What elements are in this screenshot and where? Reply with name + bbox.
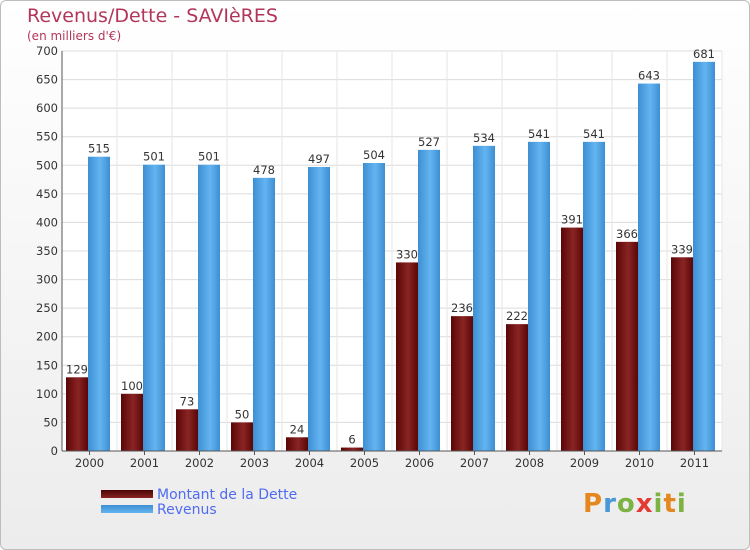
revenue-bar xyxy=(253,177,275,451)
x-tick-label: 2008 xyxy=(515,456,544,470)
debt-bar xyxy=(121,393,143,451)
logo-letter: t xyxy=(663,489,677,519)
revenue-value-label: 681 xyxy=(693,47,715,61)
debt-bar xyxy=(231,422,253,451)
revenue-bar xyxy=(638,83,660,452)
debt-bar xyxy=(396,262,418,451)
revenue-value-label: 497 xyxy=(308,152,330,166)
logo-letter: i xyxy=(653,489,664,519)
debt-value-label: 339 xyxy=(671,242,693,256)
revenue-value-label: 643 xyxy=(638,69,660,83)
revenue-value-label: 501 xyxy=(143,150,165,164)
y-tick-label: 600 xyxy=(36,101,58,115)
x-tick-label: 2004 xyxy=(295,456,324,470)
revenue-bar xyxy=(143,164,165,451)
chart-subtitle: (en milliers d'€) xyxy=(27,29,122,43)
logo-letter: x xyxy=(635,489,654,519)
legend-swatch-debt xyxy=(101,490,153,498)
x-tick-label: 2007 xyxy=(460,456,489,470)
x-tick-label: 2003 xyxy=(240,456,269,470)
debt-bar xyxy=(176,409,198,451)
logo-letter: r xyxy=(603,489,617,519)
revenue-bar xyxy=(583,141,605,451)
chart-title: Revenus/Dette - SAVIèRES xyxy=(27,5,278,27)
x-tick-label: 2002 xyxy=(185,456,214,470)
revenue-bar xyxy=(308,167,330,451)
legend-swatch-revenue xyxy=(101,505,153,513)
x-tick-label: 2001 xyxy=(130,456,159,470)
debt-bar xyxy=(66,377,88,451)
revenue-bar xyxy=(528,141,550,451)
revenue-value-label: 478 xyxy=(253,163,275,177)
revenue-value-label: 515 xyxy=(88,142,110,156)
y-tick-label: 700 xyxy=(36,44,58,58)
revenue-bar xyxy=(363,163,385,451)
debt-bar xyxy=(286,437,308,451)
revenue-value-label: 527 xyxy=(418,135,440,149)
revenue-value-label: 541 xyxy=(583,127,605,141)
proxiti-logo: Proxiti xyxy=(583,489,687,519)
y-tick-label: 250 xyxy=(36,301,58,315)
revenue-value-label: 501 xyxy=(198,150,220,164)
revenue-bar xyxy=(88,156,110,451)
y-tick-label: 0 xyxy=(51,444,58,458)
debt-bar xyxy=(671,257,693,451)
debt-value-label: 222 xyxy=(506,309,528,323)
y-tick-label: 550 xyxy=(36,130,58,144)
debt-value-label: 73 xyxy=(180,394,195,408)
debt-value-label: 236 xyxy=(451,301,473,315)
y-tick-label: 100 xyxy=(36,387,58,401)
y-tick-label: 500 xyxy=(36,158,58,172)
debt-bar xyxy=(341,447,363,451)
debt-value-label: 50 xyxy=(235,407,250,421)
debt-value-label: 129 xyxy=(66,362,88,376)
x-tick-label: 2009 xyxy=(570,456,599,470)
revenue-value-label: 504 xyxy=(363,148,385,162)
logo-letter: P xyxy=(583,489,604,519)
x-tick-label: 2000 xyxy=(75,456,104,470)
y-tick-label: 300 xyxy=(36,273,58,287)
y-tick-label: 450 xyxy=(36,187,58,201)
revenue-bar xyxy=(198,164,220,451)
logo-letter: o xyxy=(616,489,636,519)
debt-bar xyxy=(451,316,473,451)
revenue-bar xyxy=(418,149,440,451)
revenue-bar xyxy=(693,61,715,451)
debt-value-label: 24 xyxy=(290,422,305,436)
y-tick-label: 350 xyxy=(36,244,58,258)
debt-value-label: 6 xyxy=(348,433,355,447)
y-tick-label: 200 xyxy=(36,330,58,344)
x-tick-label: 2011 xyxy=(680,456,709,470)
x-tick-label: 2010 xyxy=(625,456,654,470)
y-tick-label: 400 xyxy=(36,215,58,229)
y-tick-label: 650 xyxy=(36,73,58,87)
debt-value-label: 100 xyxy=(121,379,143,393)
legend-label-debt: Montant de la Dette xyxy=(157,487,298,503)
debt-value-label: 330 xyxy=(396,247,418,261)
debt-bar xyxy=(561,227,583,451)
logo-letter: i xyxy=(676,489,687,519)
revenue-value-label: 534 xyxy=(473,131,495,145)
debt-bar xyxy=(506,324,528,451)
revenue-value-label: 541 xyxy=(528,127,550,141)
debt-bar xyxy=(616,241,638,451)
debt-value-label: 366 xyxy=(616,227,638,241)
legend-label-revenue: Revenus xyxy=(157,502,217,518)
x-tick-label: 2006 xyxy=(405,456,434,470)
debt-value-label: 391 xyxy=(561,213,583,227)
revenue-bar xyxy=(473,145,495,451)
x-tick-label: 2005 xyxy=(350,456,379,470)
y-tick-label: 150 xyxy=(36,358,58,372)
y-tick-label: 50 xyxy=(43,415,58,429)
